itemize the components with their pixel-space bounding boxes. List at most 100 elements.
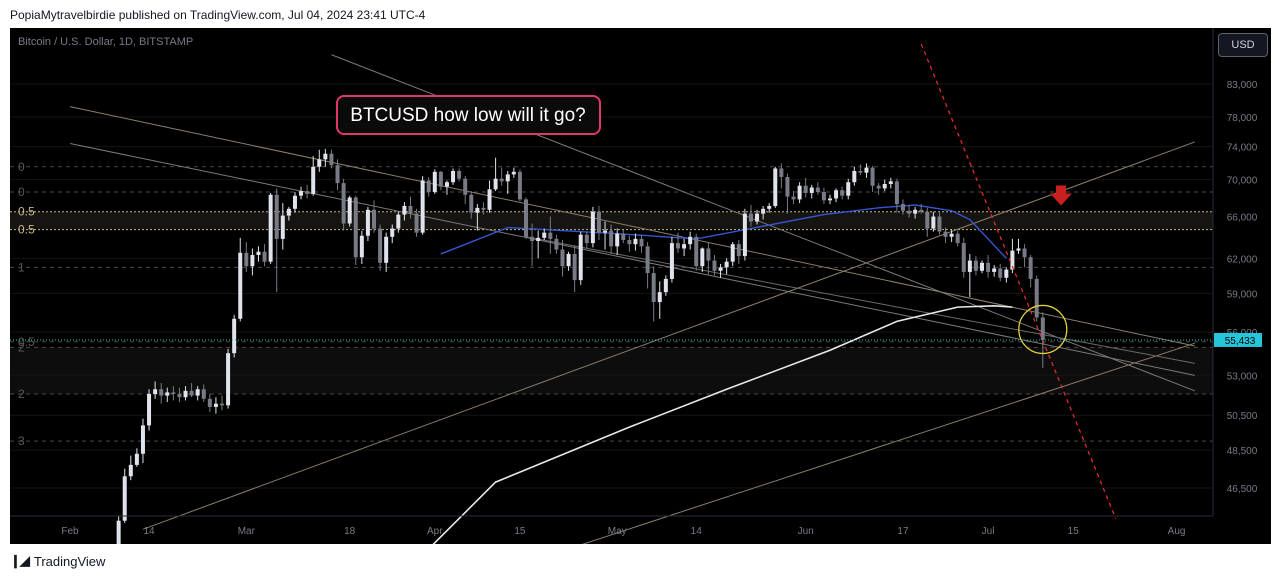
candle-body — [511, 171, 516, 175]
candle-body — [207, 398, 212, 407]
candle-body — [451, 170, 456, 183]
candle-body — [584, 234, 589, 244]
candle-body — [682, 244, 687, 249]
candle-body — [280, 215, 285, 239]
candle-body — [1022, 248, 1027, 258]
candle-body — [153, 389, 158, 395]
candle-body — [986, 262, 991, 272]
candle-body — [274, 194, 279, 239]
chart-frame[interactable]: 0 0 0.5 0.5 1 0.5 2 2 3 83,000 78,000 74,000 70,000… — [10, 28, 1271, 544]
candle-body — [220, 403, 224, 406]
candle-body — [694, 236, 699, 267]
fib-level-label: 0.5 — [18, 205, 35, 219]
candle-body — [913, 209, 918, 214]
candle-body — [761, 208, 766, 214]
candle-body — [852, 170, 857, 183]
candle-body — [706, 248, 711, 261]
candle-body — [882, 183, 887, 189]
candle-body — [140, 425, 145, 454]
candle-body — [803, 185, 808, 193]
candle-body — [341, 183, 346, 224]
candle-body — [779, 168, 784, 177]
candle-body — [244, 252, 249, 267]
candle-body — [189, 390, 194, 396]
time-tick-label: May — [608, 526, 627, 537]
candle-body — [590, 211, 595, 244]
candle-body — [1010, 250, 1015, 270]
candle-body — [742, 213, 747, 257]
candle-body — [256, 251, 261, 256]
candle-body — [645, 246, 650, 274]
candle-body — [171, 392, 176, 395]
candle-body — [226, 353, 231, 406]
candle-body — [268, 194, 273, 262]
trendline-descending-long-2 — [69, 143, 1195, 376]
candle-body — [469, 194, 474, 213]
candle-body — [596, 211, 601, 233]
candle-body — [943, 231, 948, 237]
time-tick-label: 15 — [1068, 526, 1080, 537]
price-tick-label: 83,000 — [1227, 80, 1258, 91]
candle-body — [663, 278, 668, 293]
candle-body — [213, 403, 218, 407]
candle-body — [408, 205, 413, 214]
candle-body — [323, 153, 328, 160]
candle-body — [365, 209, 370, 236]
candle-body — [420, 180, 425, 233]
ma-white-line — [432, 305, 1013, 544]
fib-level-label: 0.5 — [18, 335, 35, 349]
annotation-box[interactable]: BTCUSD how low will it go? — [336, 95, 601, 135]
candle-body — [615, 233, 620, 247]
time-tick-label: 14 — [691, 526, 703, 537]
candle-body — [134, 453, 139, 465]
candle-body — [432, 171, 437, 193]
time-tick-label: 17 — [897, 526, 909, 537]
candle-body — [657, 292, 662, 303]
candle-body — [773, 168, 778, 206]
candle-body — [700, 248, 705, 267]
candle-body — [572, 253, 577, 281]
candle-body — [1034, 278, 1039, 318]
candle-body — [292, 195, 297, 209]
candle-body — [840, 190, 845, 196]
tradingview-logo-icon: ❙◢ — [10, 553, 30, 568]
axis-layer: 83,000 78,000 74,000 70,000 66,000 62,000 59,0… — [10, 28, 1271, 544]
time-tick-label: 15 — [514, 526, 526, 537]
red-dashed-trendline — [920, 43, 1117, 519]
candle-body — [834, 190, 839, 199]
candle-body — [329, 153, 334, 166]
fib-level-label: 0 — [18, 185, 25, 199]
fib-level-label: 0 — [18, 160, 25, 174]
candles-layer — [116, 148, 1045, 544]
candle-body — [815, 187, 820, 193]
symbol-title: Bitcoin / U.S. Dollar, 1D, BITSTAMP — [18, 36, 193, 48]
footer-brand[interactable]: ❙◢ TradingView — [10, 553, 105, 569]
candle-body — [116, 520, 121, 544]
candle-body — [828, 198, 832, 201]
candle-body — [967, 260, 972, 272]
candle-body — [390, 228, 395, 237]
candle-body — [147, 394, 152, 426]
candle-body — [201, 389, 206, 399]
candle-body — [347, 197, 352, 224]
time-tick-label: 14 — [143, 526, 155, 537]
grid-layer — [10, 83, 1213, 489]
trendline-ascending-2 — [581, 342, 1195, 544]
candle-body — [359, 235, 364, 258]
price-tick-label: 62,000 — [1227, 254, 1258, 265]
candle-body — [931, 216, 936, 229]
price-tick-label: 59,000 — [1227, 289, 1258, 300]
time-tick-label: Mar — [238, 526, 256, 537]
candle-body — [481, 207, 486, 210]
trendline-ascending-1 — [142, 141, 1195, 530]
candle-body — [821, 192, 826, 201]
currency-button[interactable]: USD — [1218, 33, 1268, 57]
publish-info: PopiaMytravelbirdie published on Trading… — [10, 8, 426, 22]
fib-level-label: 1 — [18, 260, 25, 274]
candle-body — [262, 251, 267, 262]
candle-body — [925, 211, 930, 229]
annotation-text: BTCUSD how low will it go? — [350, 105, 585, 126]
candle-body — [846, 182, 851, 196]
ma-blue-line — [440, 204, 1007, 259]
